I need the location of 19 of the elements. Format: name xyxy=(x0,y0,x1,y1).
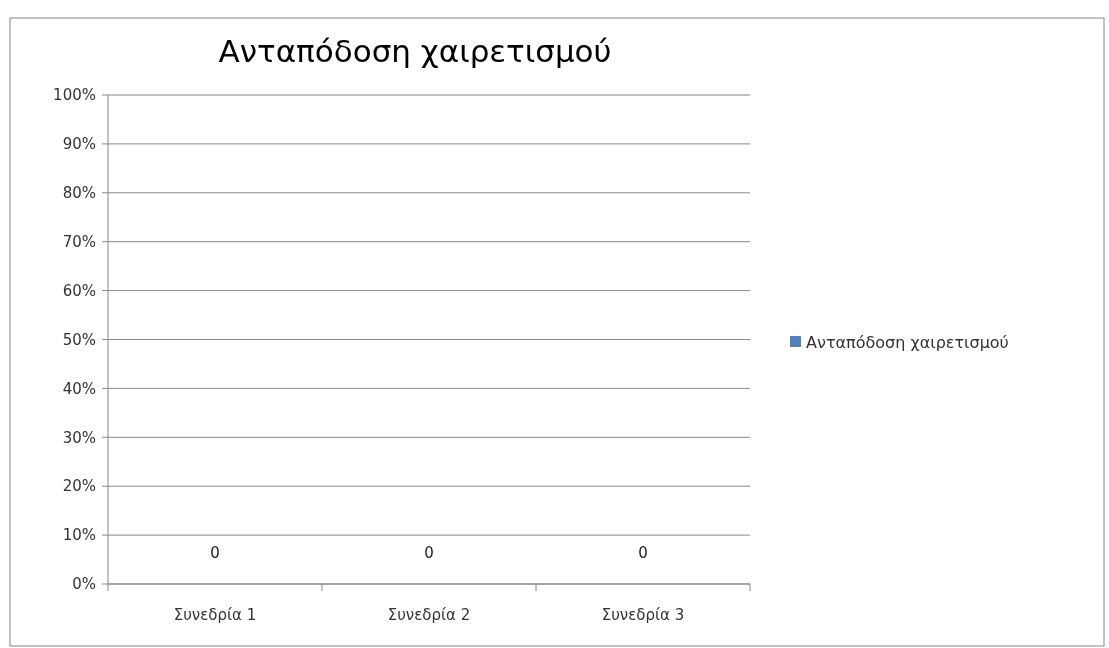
chart-title: Ανταπόδοση χαιρετισμού xyxy=(218,33,612,69)
x-tick-label: Συνεδρία 2 xyxy=(387,606,471,624)
y-tick-label: 80% xyxy=(62,184,96,203)
y-tick-label: 40% xyxy=(62,379,96,398)
y-tick-label: 90% xyxy=(62,135,96,154)
y-tick-label: 0% xyxy=(72,575,96,594)
data-label: 0 xyxy=(424,544,434,562)
y-tick-label: 30% xyxy=(62,428,96,447)
data-label: 0 xyxy=(210,544,220,562)
y-tick-label: 60% xyxy=(62,281,96,300)
data-label: 0 xyxy=(638,544,648,562)
x-tick-label: Συνεδρία 3 xyxy=(601,606,685,624)
y-tick-label: 70% xyxy=(62,232,96,251)
x-tick-label: Συνεδρία 1 xyxy=(173,606,257,624)
y-tick-label: 50% xyxy=(62,330,96,349)
y-tick-label: 20% xyxy=(62,477,96,496)
y-tick-label: 100% xyxy=(53,86,96,105)
y-tick-label: 10% xyxy=(62,526,96,545)
legend-label: Ανταπόδοση χαιρετισμού xyxy=(806,332,1009,352)
